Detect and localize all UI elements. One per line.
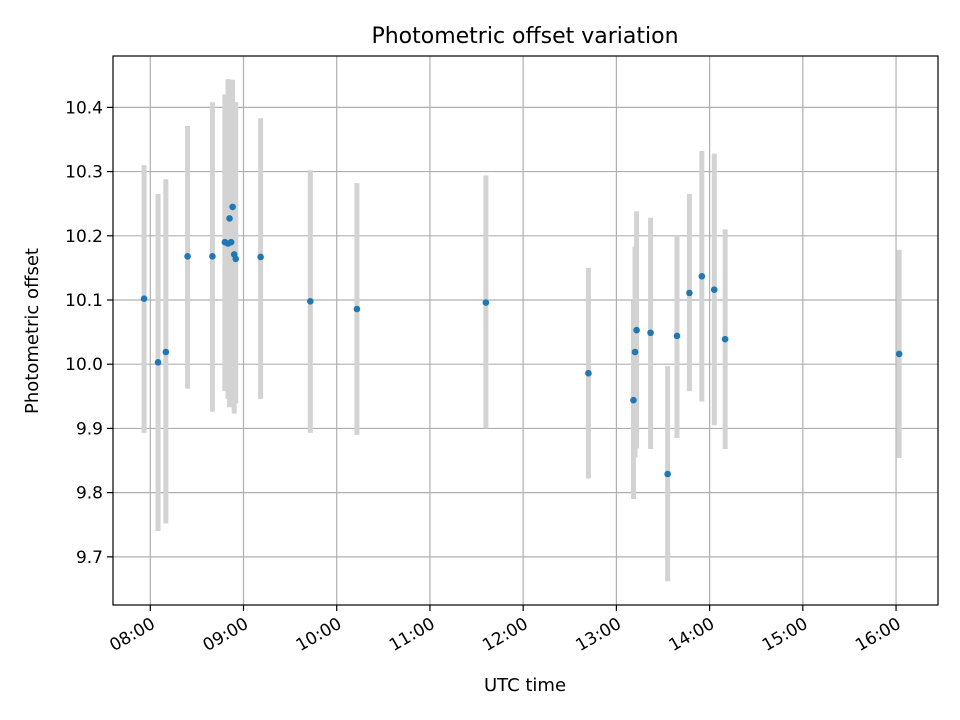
x-tick-label: 15:00 — [759, 614, 811, 656]
x-axis-label: UTC time — [484, 675, 566, 696]
data-point — [698, 272, 706, 280]
data-point — [209, 253, 216, 260]
data-point — [673, 332, 681, 340]
x-tick-label: 11:00 — [386, 614, 438, 656]
x-tick-label: 14:00 — [666, 614, 718, 656]
y-tick-label: 10.3 — [65, 163, 103, 183]
y-tick-label: 10.0 — [65, 355, 103, 375]
y-axis-ticks: 9.7 9.8 9.9 10.0 10.1 10.2 10.3 10.4 — [65, 98, 113, 568]
data-point — [307, 297, 314, 305]
data-point — [686, 289, 693, 297]
data-point — [710, 286, 718, 294]
error-bars — [141, 79, 902, 582]
chart-title: Photometric offset variation — [371, 24, 678, 49]
y-axis-label: Photometric offset — [22, 248, 43, 414]
data-point — [229, 203, 236, 211]
y-tick-label: 10.2 — [65, 227, 103, 247]
y-tick-label: 9.7 — [76, 548, 103, 568]
x-axis-ticks: 08:00 09:00 10:00 11:00 12:00 13:00 14:00 15:00… — [106, 605, 905, 656]
data-point — [257, 253, 264, 261]
x-tick-label: 09:00 — [200, 614, 252, 656]
data-points — [140, 203, 903, 478]
data-point — [154, 358, 162, 366]
grid-lines — [113, 56, 938, 605]
plot-area-frame — [112, 55, 939, 606]
x-tick-label: 16:00 — [852, 614, 904, 656]
data-point — [647, 329, 654, 337]
data-point — [162, 348, 170, 356]
data-point — [227, 238, 235, 246]
y-tick-label: 9.8 — [76, 484, 103, 504]
x-tick-label: 10:00 — [293, 614, 345, 656]
x-tick-label: 13:00 — [572, 614, 624, 656]
data-point — [184, 253, 191, 260]
y-tick-label: 10.1 — [65, 291, 103, 311]
data-point — [664, 470, 671, 478]
data-point — [895, 350, 903, 358]
data-point — [631, 348, 639, 356]
y-tick-label: 10.4 — [65, 98, 103, 118]
data-point — [353, 305, 361, 313]
y-tick-label: 9.9 — [76, 419, 103, 439]
data-point — [585, 369, 592, 377]
data-point — [226, 215, 233, 222]
data-point — [721, 335, 729, 343]
data-point — [232, 255, 240, 263]
x-tick-label: 12:00 — [479, 614, 531, 656]
data-point — [630, 396, 637, 404]
data-point — [482, 299, 490, 306]
x-tick-label: 08:00 — [106, 614, 158, 656]
data-point — [140, 295, 148, 303]
data-point — [633, 326, 640, 334]
